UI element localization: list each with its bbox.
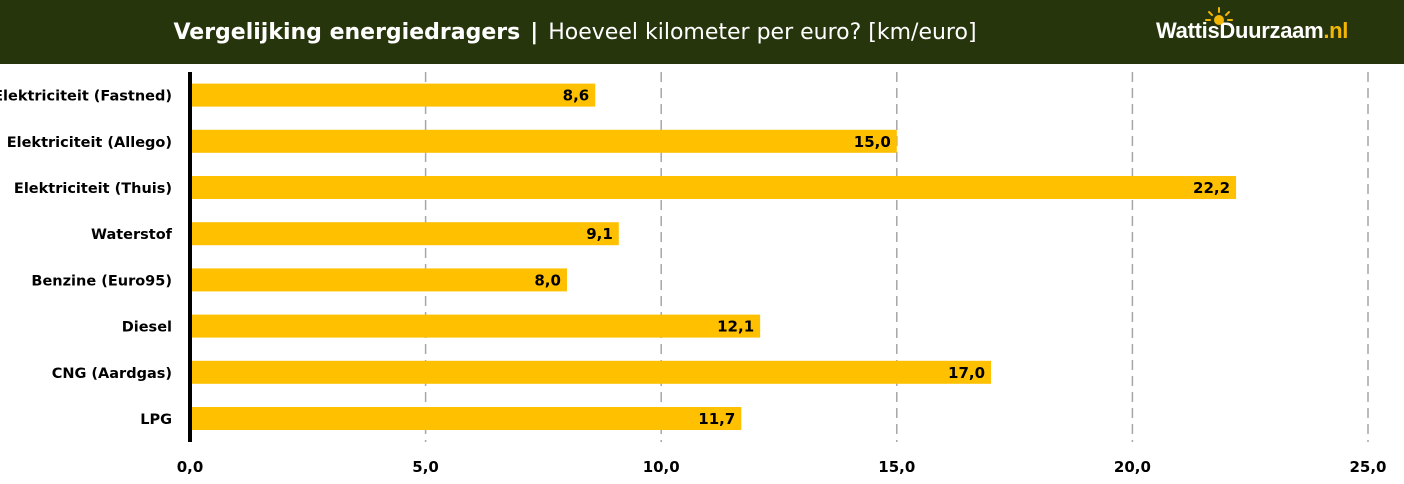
bar-chart: 8,6 15,0 22,2 9,1 8,0 12,1 17,0 11,7 Elektricit… — [0, 72, 1387, 476]
x-tick-label: 5,0 — [412, 458, 439, 476]
bar-value-label: 17,0 — [948, 364, 985, 382]
title-bold: Vergelijking energiedragers — [173, 19, 521, 45]
logo-main: WattisDuurzaam — [1156, 18, 1324, 43]
x-tick-label: 10,0 — [643, 458, 680, 476]
x-tick-label: 20,0 — [1114, 458, 1151, 476]
category-label: Elektriciteit (Thuis) — [14, 181, 172, 197]
bars: 8,6 15,0 22,2 9,1 8,0 12,1 17,0 11,7 — [190, 83, 1237, 430]
logo-suffix: .nl — [1323, 18, 1349, 43]
bar-value-label: 8,6 — [563, 87, 590, 105]
chart-title: Vergelijking energiedragers | Hoeveel ki… — [0, 0, 1150, 64]
bar — [190, 176, 1237, 199]
bar-value-label: 22,2 — [1193, 179, 1230, 197]
category-label: Elektriciteit (Fastned) — [0, 89, 172, 105]
title-separator: | — [530, 19, 539, 45]
bar-value-label: 15,0 — [854, 133, 891, 151]
title-rest: Hoeveel kilometer per euro? [km/euro] — [548, 19, 977, 45]
category-label: LPG — [140, 412, 172, 428]
sun-icon — [1205, 7, 1233, 25]
category-label: Waterstof — [91, 227, 173, 243]
bar-value-label: 12,1 — [717, 318, 754, 336]
bar — [190, 83, 596, 107]
bar — [190, 407, 742, 430]
bar — [190, 268, 567, 292]
x-tick-labels: 0,0 5,0 10,0 15,0 20,0 25,0 — [177, 458, 1387, 476]
bar-value-label: 9,1 — [586, 225, 613, 243]
bar — [190, 222, 619, 246]
x-tick-label: 25,0 — [1349, 458, 1386, 476]
bar-value-label: 8,0 — [534, 271, 561, 289]
brand-logo: WattisDuurzaam.nl — [1156, 7, 1349, 54]
x-tick-label: 0,0 — [177, 458, 204, 476]
category-label: Elektriciteit (Allego) — [7, 135, 172, 151]
x-tick-label: 15,0 — [878, 458, 915, 476]
category-labels: Elektriciteit (Fastned) Elektriciteit (Al… — [0, 89, 173, 428]
bar — [190, 129, 897, 153]
bar — [190, 314, 761, 338]
bar — [190, 360, 992, 384]
category-label: Benzine (Euro95) — [31, 273, 172, 289]
chart-header: Vergelijking energiedragers | Hoeveel ki… — [0, 0, 1404, 64]
bar-value-label: 11,7 — [698, 410, 735, 428]
category-label: CNG (Aardgas) — [52, 366, 172, 382]
category-label: Diesel — [122, 320, 172, 336]
grid-lines — [424, 72, 1369, 442]
